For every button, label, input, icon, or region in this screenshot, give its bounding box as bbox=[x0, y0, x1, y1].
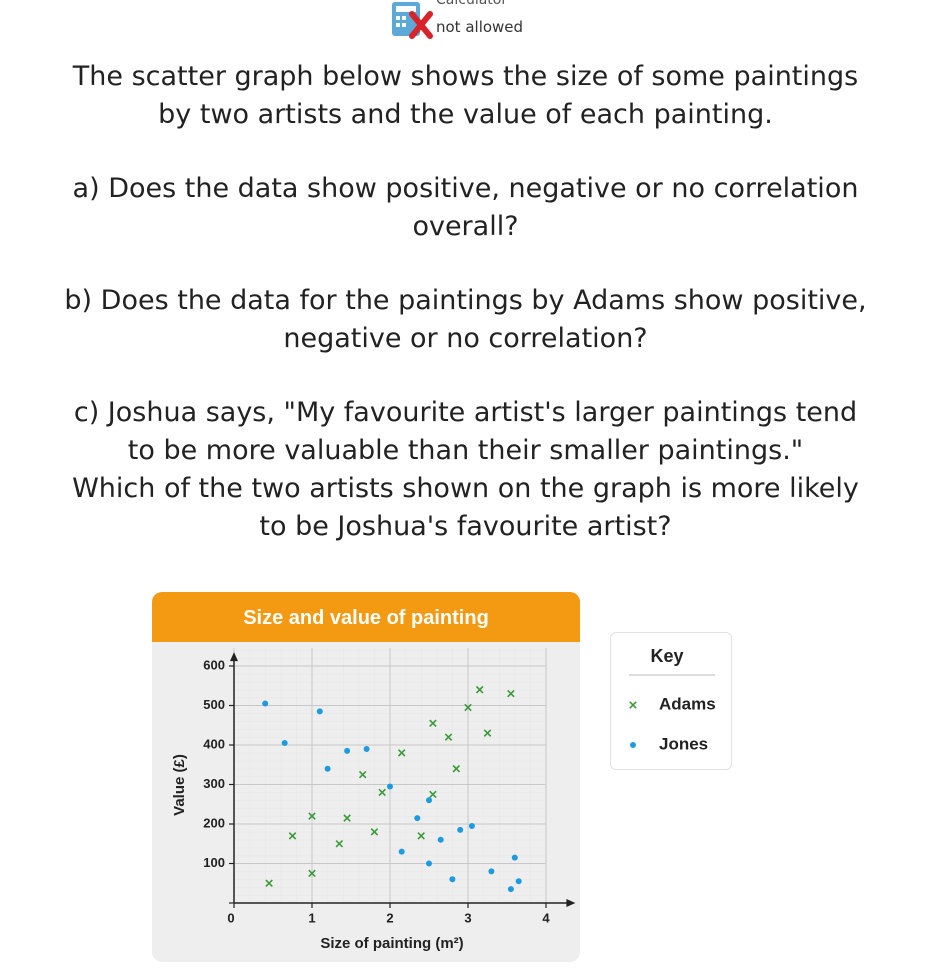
question: a) Does the data show positive, negative… bbox=[0, 170, 931, 246]
legend: Key Adams Jones bbox=[610, 632, 732, 770]
data-point bbox=[370, 828, 379, 836]
legend-box: Key Adams Jones bbox=[629, 646, 716, 753]
legend-marker bbox=[629, 701, 637, 709]
data-point bbox=[308, 812, 316, 820]
data-point bbox=[449, 876, 456, 883]
data-point bbox=[344, 747, 351, 754]
calculator-badge: Calculator not allowed bbox=[386, 0, 586, 44]
legend-marker bbox=[630, 742, 636, 748]
data-point bbox=[288, 832, 297, 840]
x-tick-label: 2 bbox=[386, 910, 393, 925]
x-tick-label: 3 bbox=[464, 910, 471, 925]
data-point bbox=[265, 879, 273, 888]
data-point bbox=[417, 832, 425, 840]
question-line: b) Does the data for the paintings by Ad… bbox=[64, 285, 867, 316]
question-line: to be more valuable than their smaller p… bbox=[127, 435, 804, 466]
x-tick-label: 4 bbox=[542, 910, 550, 925]
question-line: to be Joshua's favourite artist? bbox=[259, 511, 672, 542]
data-point bbox=[515, 878, 522, 885]
data-point bbox=[507, 886, 514, 893]
x-tick-label: 1 bbox=[308, 910, 315, 925]
question-line: by two artists and the value of each pai… bbox=[158, 99, 773, 130]
data-point bbox=[335, 839, 344, 848]
legend-title: Key bbox=[650, 646, 683, 666]
y-tick-label: 100 bbox=[203, 855, 225, 870]
data-point bbox=[262, 700, 269, 707]
badge-line: not allowed bbox=[436, 18, 524, 36]
y-arrow bbox=[230, 652, 238, 662]
question-line: negative or no correlation? bbox=[283, 323, 648, 354]
data-point bbox=[511, 854, 518, 861]
data-point bbox=[378, 788, 386, 797]
data-point bbox=[468, 822, 475, 829]
data-point bbox=[281, 740, 288, 747]
data-point bbox=[324, 765, 331, 772]
data-point bbox=[398, 848, 405, 855]
x-tick-label: 0 bbox=[227, 910, 234, 925]
legend-label: Jones bbox=[659, 734, 708, 753]
data-point bbox=[457, 826, 464, 833]
question: b) Does the data for the paintings by Ad… bbox=[0, 282, 931, 358]
calculator-icon bbox=[392, 2, 433, 39]
y-tick-label: 200 bbox=[203, 815, 225, 830]
data-point bbox=[429, 719, 437, 728]
badge-line: Calculator bbox=[436, 0, 508, 8]
chart-title: Size and value of painting bbox=[152, 592, 580, 642]
data-point bbox=[452, 764, 461, 773]
x-axis-label: Size of painting (m²) bbox=[320, 935, 463, 952]
data-point bbox=[488, 868, 495, 875]
data-point bbox=[475, 685, 484, 694]
y-tick-label: 400 bbox=[203, 736, 225, 751]
y-tick-label: 500 bbox=[203, 697, 225, 712]
questions: The scatter graph below shows the size o… bbox=[0, 58, 931, 582]
question-line: c) Joshua says, "My favourite artist's l… bbox=[73, 397, 858, 428]
data-point bbox=[343, 814, 351, 822]
data-point bbox=[429, 790, 437, 799]
y-tick-label: 600 bbox=[203, 657, 225, 672]
question-line: overall? bbox=[412, 211, 519, 242]
data-point bbox=[414, 815, 421, 822]
data-point bbox=[426, 860, 432, 867]
data-point bbox=[308, 869, 316, 878]
question: The scatter graph below shows the size o… bbox=[0, 58, 931, 134]
legend-label: Adams bbox=[659, 694, 716, 713]
question-line: The scatter graph below shows the size o… bbox=[72, 61, 859, 92]
data-point bbox=[397, 749, 406, 757]
data-point bbox=[507, 689, 515, 698]
data-point bbox=[426, 797, 432, 804]
data-point bbox=[387, 783, 393, 790]
data-point bbox=[444, 733, 453, 741]
y-tick-label: 300 bbox=[203, 776, 225, 791]
x-arrow bbox=[566, 899, 576, 907]
question-line: a) Does the data show positive, negative… bbox=[72, 173, 859, 204]
y-axis-label: Value (£) bbox=[171, 754, 188, 816]
data-point bbox=[316, 708, 323, 715]
data-point bbox=[358, 770, 367, 779]
data-point bbox=[363, 745, 370, 752]
data-point bbox=[483, 729, 492, 737]
question: c) Joshua says, "My favourite artist's l… bbox=[0, 394, 931, 546]
question-line: Which of the two artists shown on the gr… bbox=[72, 473, 859, 504]
data-point bbox=[437, 836, 444, 843]
data-point bbox=[464, 703, 472, 712]
